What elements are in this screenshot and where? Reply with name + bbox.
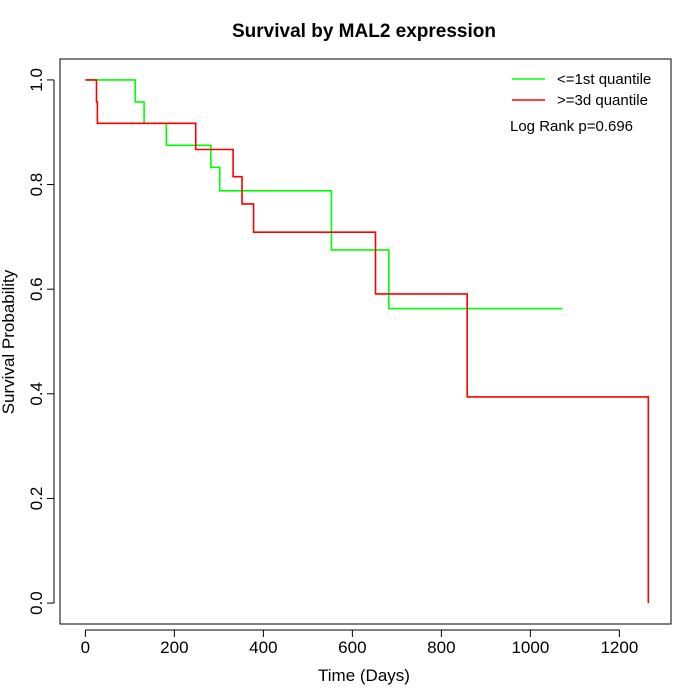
y-axis: 0.0 0.2 0.4 0.6 0.8 1.0	[27, 68, 55, 615]
y-tick-label: 0.6	[27, 277, 46, 301]
series-layer	[85, 79, 650, 604]
x-axis-label: Time (Days)	[318, 666, 410, 685]
x-tick-label: 0	[81, 638, 90, 657]
chart-title: Survival by MAL2 expression	[232, 21, 496, 42]
x-tick-label: 800	[427, 638, 455, 657]
y-tick-label: 0.4	[27, 382, 46, 406]
survival-curve-series-1	[85, 79, 563, 310]
legend-label-series-1: <=1st quantile	[557, 71, 651, 88]
legend: <=1st quantile >=3d quantile	[512, 71, 651, 109]
survival-curve-series-2	[85, 79, 650, 604]
y-tick-label: 0.2	[27, 487, 46, 511]
y-tick-label: 0.8	[27, 173, 46, 197]
x-tick-label: 1000	[511, 638, 549, 657]
x-tick-label: 400	[249, 638, 277, 657]
x-tick-label: 600	[338, 638, 366, 657]
x-axis: 0 200 400 600 800 1000 1200	[81, 629, 638, 657]
y-tick-label: 0.0	[27, 591, 46, 615]
y-tick-label: 1.0	[27, 68, 46, 92]
legend-label-series-2: >=3d quantile	[557, 92, 648, 109]
plot-frame	[59, 58, 672, 625]
x-tick-label: 200	[160, 638, 188, 657]
x-tick-label: 1200	[600, 638, 638, 657]
log-rank-annotation: Log Rank p=0.696	[510, 118, 633, 135]
y-axis-label: Survival Probability	[0, 269, 18, 414]
